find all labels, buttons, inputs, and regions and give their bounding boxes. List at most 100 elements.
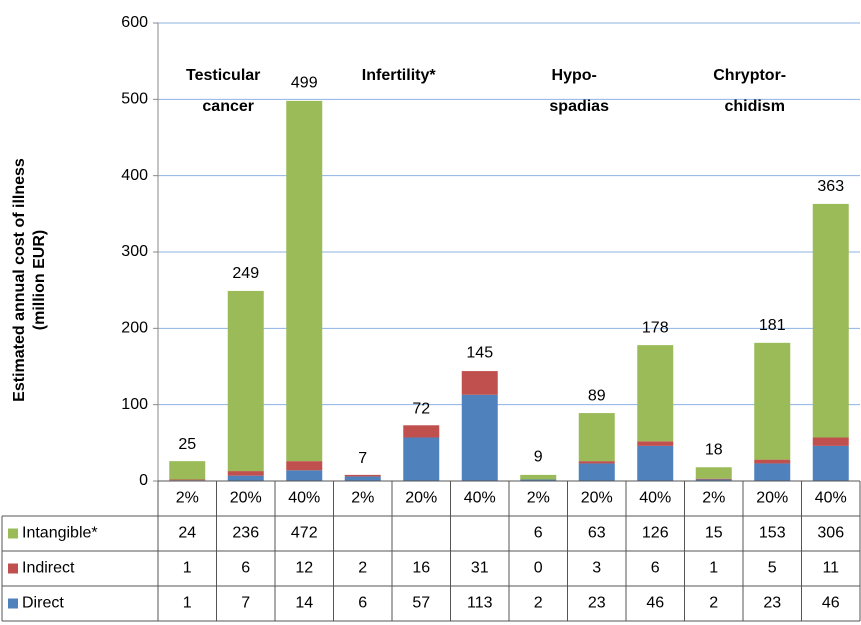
- bar-segment: [812, 437, 849, 446]
- y-tick-label: 500: [121, 91, 148, 108]
- bar-segment: [695, 479, 732, 481]
- group-label: Chryptor-: [713, 67, 786, 84]
- table-value: 3: [592, 560, 601, 577]
- y-tick-label: 300: [121, 243, 148, 260]
- bar-segment: [344, 476, 381, 481]
- total-label: 89: [588, 387, 606, 404]
- table-value: 6: [651, 560, 660, 577]
- table-value: 46: [646, 595, 664, 612]
- table-value: 6: [534, 525, 543, 542]
- table-value: 23: [588, 595, 606, 612]
- table-value: 23: [763, 595, 781, 612]
- x-tick-label: 40%: [639, 490, 671, 507]
- legend-swatch: [8, 528, 18, 539]
- bar-segment: [227, 475, 264, 481]
- total-label: 499: [291, 74, 318, 91]
- x-tick-label: 2%: [702, 490, 725, 507]
- total-label: 7: [358, 450, 367, 467]
- legend-label: Indirect: [22, 560, 75, 577]
- table-value: 153: [759, 525, 786, 542]
- bar-segment: [754, 459, 791, 464]
- x-tick-label: 2%: [527, 490, 550, 507]
- total-label: 25: [178, 436, 196, 453]
- total-label: 18: [705, 441, 723, 458]
- table-value: 472: [291, 525, 318, 542]
- bar-segment: [578, 413, 615, 462]
- table-value: 236: [232, 525, 259, 542]
- y-axis-label: Estimated annual cost of illness: [11, 158, 28, 402]
- table-value: 12: [295, 560, 313, 577]
- group-label: Hypo-: [552, 67, 597, 84]
- table-value: 6: [241, 560, 250, 577]
- table-value: 5: [768, 560, 777, 577]
- y-tick-label: 600: [121, 14, 148, 31]
- x-tick-label: 40%: [288, 490, 320, 507]
- table-value: 0: [534, 560, 543, 577]
- bar-segment: [637, 445, 674, 481]
- y-axis-label: (million EUR): [31, 230, 48, 330]
- y-tick-label: 100: [121, 396, 148, 413]
- bar-segment: [578, 461, 615, 464]
- x-tick-label: 20%: [581, 490, 613, 507]
- bar-segment: [695, 478, 732, 480]
- x-tick-label: 40%: [815, 490, 847, 507]
- table-value: 113: [467, 595, 493, 612]
- table-value: 63: [588, 525, 606, 542]
- bar-segment: [169, 479, 206, 481]
- bar-segment: [403, 425, 440, 438]
- x-tick-label: 20%: [405, 490, 437, 507]
- bar-segment: [403, 437, 440, 481]
- total-label: 72: [412, 400, 430, 417]
- bar-segment: [578, 463, 615, 481]
- total-label: 181: [759, 317, 786, 334]
- group-label: spadias: [549, 98, 609, 115]
- total-label: 363: [817, 178, 844, 195]
- y-tick-label: 200: [121, 320, 148, 337]
- bar-segment: [520, 479, 557, 481]
- table-value: 2: [709, 595, 718, 612]
- table-value: 15: [705, 525, 723, 542]
- group-label: cancer: [202, 98, 254, 115]
- x-tick-label: 40%: [464, 490, 496, 507]
- x-tick-label: 20%: [230, 490, 262, 507]
- total-label: 249: [232, 265, 259, 282]
- table-value: 31: [471, 560, 489, 577]
- legend-label: Intangible*: [22, 525, 98, 542]
- legend-label: Direct: [22, 595, 64, 612]
- table-value: 6: [358, 595, 367, 612]
- table-value: 2: [358, 560, 367, 577]
- table-value: 306: [817, 525, 844, 542]
- table-value: 1: [709, 560, 718, 577]
- y-tick-label: 0: [139, 472, 148, 489]
- table-value: 7: [241, 595, 250, 612]
- bar-segment: [227, 290, 264, 472]
- y-tick-label: 400: [121, 167, 148, 184]
- bar-segment: [695, 467, 732, 479]
- table-value: 11: [822, 560, 839, 577]
- bar-segment: [520, 474, 557, 480]
- table-value: 126: [642, 525, 669, 542]
- total-label: 9: [534, 448, 543, 465]
- bar-segment: [637, 441, 674, 446]
- table-value: 2: [534, 595, 543, 612]
- bar-segment: [812, 445, 849, 481]
- legend-swatch: [8, 563, 18, 574]
- bar-segment: [344, 474, 381, 477]
- table-value: 46: [822, 595, 840, 612]
- table-value: 1: [183, 560, 192, 577]
- legend-swatch: [8, 598, 18, 609]
- table-value: 14: [295, 595, 313, 612]
- x-tick-label: 2%: [351, 490, 374, 507]
- bar-segment: [754, 463, 791, 481]
- x-tick-label: 2%: [176, 490, 199, 507]
- bar-segment: [286, 470, 323, 481]
- group-label: Infertility*: [362, 67, 437, 84]
- table-value: 57: [412, 595, 430, 612]
- table-value: 1: [183, 595, 192, 612]
- bar-segment: [286, 100, 323, 462]
- table-value: 24: [178, 525, 196, 542]
- total-label: 145: [466, 345, 493, 362]
- bar-segment: [637, 345, 674, 442]
- x-tick-label: 20%: [756, 490, 788, 507]
